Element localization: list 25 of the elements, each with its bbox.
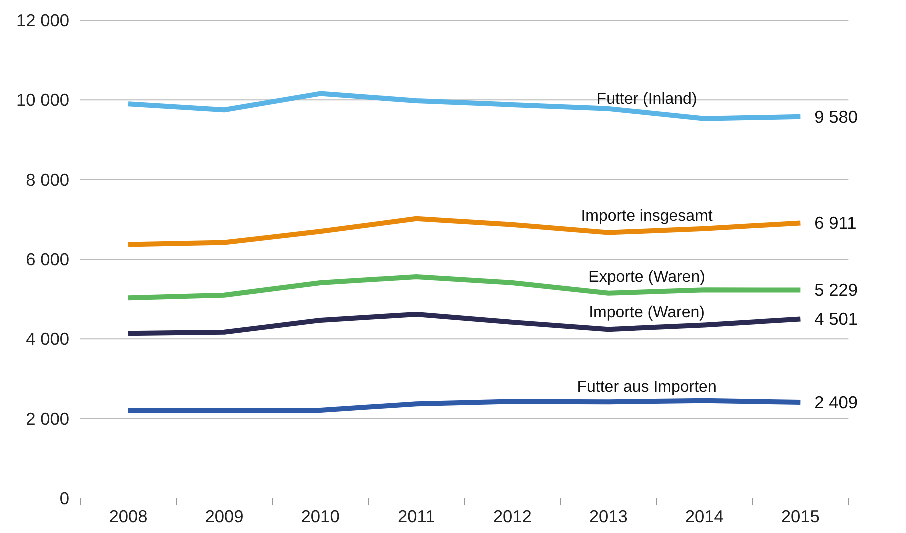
data-label: 6 911 — [814, 213, 857, 234]
x-tick-label: 2009 — [205, 506, 244, 526]
y-tick-label: 12 000 — [16, 10, 70, 30]
y-tick-label: 0 — [60, 488, 70, 508]
series-label: Futter (Inland) — [596, 91, 698, 108]
data-label: 2 409 — [814, 392, 858, 413]
x-tick-label: 2015 — [781, 506, 820, 526]
x-tick-label: 2011 — [398, 506, 436, 526]
data-label: 4 501 — [814, 309, 858, 330]
y-tick-label: 6 000 — [26, 250, 70, 270]
y-tick-label: 4 000 — [26, 329, 70, 350]
data-label: 5 229 — [814, 280, 858, 300]
series-label: Futter aus Importen — [577, 378, 717, 396]
y-tick-label: 8 000 — [26, 170, 70, 190]
x-tick-label: 2014 — [685, 506, 724, 526]
x-tick-label: 2013 — [589, 506, 628, 526]
data-label: 9 580 — [814, 106, 858, 127]
x-tick-label: 2010 — [301, 506, 340, 526]
series-label: Exporte (Waren) — [588, 269, 706, 286]
y-tick-label: 2 000 — [26, 408, 70, 429]
x-tick-label: 2012 — [493, 506, 532, 526]
y-tick-label: 10 000 — [16, 90, 70, 110]
x-tick-label: 2008 — [109, 506, 148, 526]
series-label: Importe insgesamt — [581, 208, 714, 226]
series-label: Importe (Waren) — [589, 304, 705, 322]
